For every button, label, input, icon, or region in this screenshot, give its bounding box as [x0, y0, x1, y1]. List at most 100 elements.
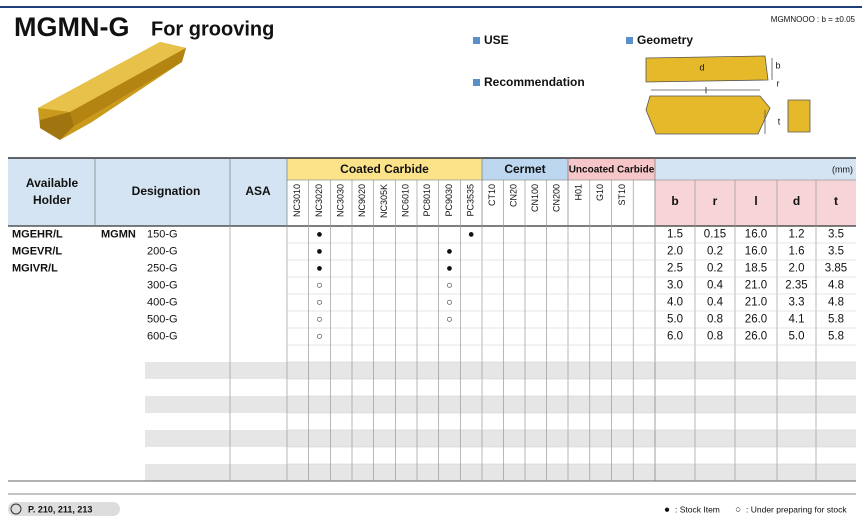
dimension-value: 5.0 [667, 314, 683, 326]
dimension-value: 1.2 [789, 229, 805, 241]
stock-mark: ● [468, 228, 475, 240]
dimension-value: 1.6 [789, 246, 805, 258]
group-header: Uncoated Carbide [569, 165, 655, 176]
geometry-labels: d br l t [699, 60, 780, 126]
grade-label: NC6010 [401, 184, 411, 217]
row-stripe [145, 430, 856, 447]
grade-label: PC9030 [444, 184, 454, 217]
stock-mark: ○ [316, 330, 323, 342]
arrow-icon [10, 503, 22, 515]
row-stripe [145, 464, 856, 481]
stock-mark: ○ [316, 313, 323, 325]
designation: 200-G [147, 245, 178, 257]
dimension-value: 4.8 [828, 297, 844, 309]
geometry-label: b [775, 60, 780, 70]
column-header: Holder [33, 193, 71, 207]
dimension-value: 16.0 [745, 229, 767, 241]
grade-label: NC3030 [336, 184, 346, 217]
dimension-value: 18.5 [745, 263, 767, 275]
bullet [626, 37, 633, 44]
stock-mark: ○ [446, 296, 453, 308]
dimension-value: 2.0 [667, 246, 683, 258]
grade-label: CN100 [530, 184, 540, 212]
stock-mark: ○ [446, 279, 453, 291]
dimension-header: d [793, 194, 800, 208]
dimension-value: 21.0 [745, 297, 767, 309]
group-header-cell [568, 158, 655, 180]
dimension-value: 26.0 [745, 314, 767, 326]
stock-mark: ● [446, 245, 453, 257]
group-header-cell [287, 158, 482, 180]
dimension-value: 26.0 [745, 331, 767, 343]
page-ref-box [8, 502, 120, 516]
dimension-value: 0.8 [707, 314, 723, 326]
grade-label: CT10 [487, 184, 497, 206]
tolerance-note: MGMNOOO : b = ±0.05 [771, 15, 856, 24]
designation: 250-G [147, 262, 178, 274]
page-reference[interactable]: P. 210, 211, 213 [28, 504, 92, 514]
dimension-value: 4.0 [667, 297, 683, 309]
column-header: Available [26, 176, 79, 190]
designation: 400-G [147, 296, 178, 308]
dimension-header: l [754, 194, 757, 208]
dimension-value: 3.0 [667, 280, 683, 292]
grade-label: NC9020 [357, 184, 367, 217]
unit-label: (mm) [832, 164, 853, 174]
dimension-value: 4.8 [828, 280, 844, 292]
legend-symbol: ○ [735, 505, 741, 516]
geometry-label: t [778, 116, 781, 126]
dimension-value: 0.15 [704, 229, 726, 241]
dimension-value: 2.0 [789, 263, 805, 275]
legend-text: : Under preparing for stock [746, 504, 847, 514]
geometry-label: d [699, 62, 704, 72]
grade-label: PC8010 [422, 184, 432, 217]
header-cell [655, 158, 856, 180]
dimension-value: 5.0 [789, 331, 805, 343]
designation: 150-G [147, 228, 178, 240]
dimension-value: 1.5 [667, 229, 683, 241]
grade-label: NC305K [379, 184, 389, 218]
header-cell [655, 180, 856, 226]
stock-mark: ● [316, 245, 323, 257]
dimension-value: 0.2 [707, 263, 723, 275]
dimension-value: 3.3 [789, 297, 805, 309]
dimension-value: 6.0 [667, 331, 683, 343]
group-header: Coated Carbide [340, 162, 429, 176]
dimension-value: 5.8 [828, 331, 844, 343]
grade-label: H01 [573, 184, 583, 201]
grade-label: CN200 [552, 184, 562, 212]
dimension-value: 2.5 [667, 263, 683, 275]
legend-text: : Stock Item [675, 504, 720, 514]
insert-image [38, 42, 186, 140]
dimension-value: 21.0 [745, 280, 767, 292]
column-header: ASA [245, 184, 271, 198]
grade-label: G10 [595, 184, 605, 201]
geometry-label: l [705, 85, 707, 95]
dimension-value: 4.1 [789, 314, 805, 326]
recommendation-label: Recommendation [484, 75, 585, 89]
grade-label: NC3020 [314, 184, 324, 217]
dimension-value: 0.4 [707, 297, 724, 309]
bullet [473, 37, 480, 44]
holder: MGEHR/L [12, 228, 63, 240]
stock-mark: ● [316, 262, 323, 274]
geometry-label: r [777, 78, 780, 88]
dimension-value: 16.0 [745, 246, 767, 258]
designation: 300-G [147, 279, 178, 291]
row-stripe [145, 396, 856, 413]
geometry-label: Geometry [637, 33, 693, 47]
dimension-header: t [834, 194, 838, 208]
use-label: USE [484, 33, 509, 47]
geometry-drawing [645, 55, 811, 135]
dimension-value: 3.5 [828, 246, 844, 258]
dimension-value: 5.8 [828, 314, 844, 326]
holder: MGEVR/L [12, 245, 62, 257]
row-stripe [145, 362, 856, 379]
stock-mark: ○ [316, 296, 323, 308]
dimension-header: r [713, 194, 718, 208]
dimension-value: 2.35 [785, 280, 807, 292]
stock-mark: ○ [446, 313, 453, 325]
dimension-value: 0.2 [707, 246, 723, 258]
dimension-value: 0.4 [707, 280, 724, 292]
